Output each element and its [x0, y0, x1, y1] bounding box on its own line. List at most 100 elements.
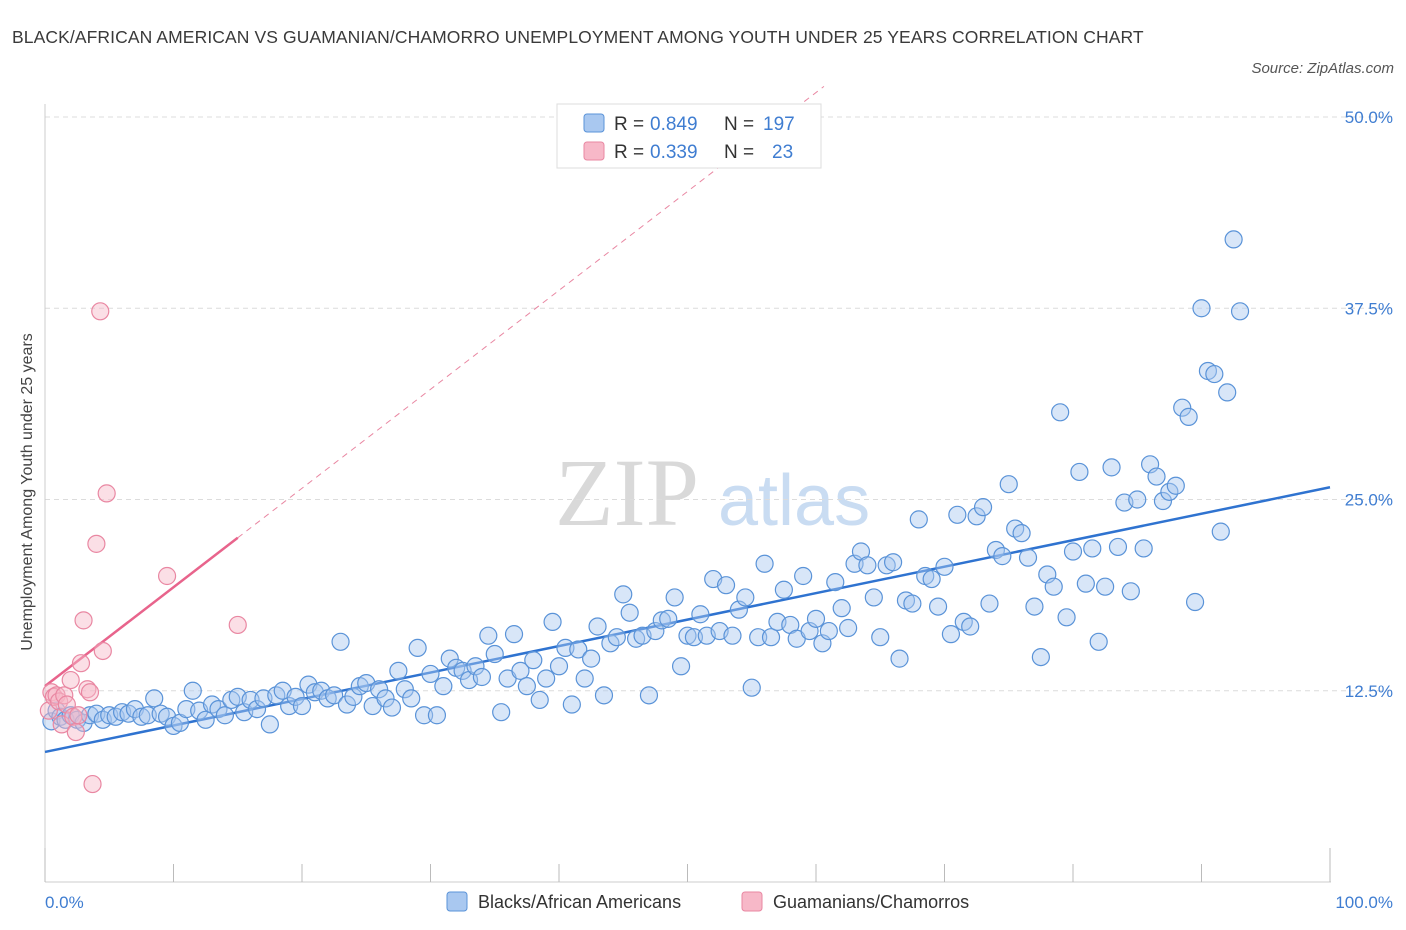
point-blacks	[479, 626, 498, 645]
point-blacks	[1134, 539, 1153, 558]
point-blacks	[639, 686, 659, 705]
legend-n-value-2: 23	[772, 142, 793, 163]
point-guamanians	[228, 615, 247, 635]
point-blacks	[935, 557, 954, 576]
point-blacks	[286, 687, 305, 706]
point-blacks	[1173, 398, 1192, 417]
point-blacks	[517, 677, 536, 696]
point-blacks	[1018, 548, 1038, 567]
point-blacks	[395, 680, 414, 699]
point-blacks	[575, 669, 594, 688]
point-blacks	[922, 569, 941, 589]
legend-swatch-blue	[583, 113, 605, 133]
point-blacks	[145, 689, 164, 708]
point-blacks	[614, 585, 633, 604]
point-guamanians	[69, 706, 88, 725]
point-blacks	[665, 588, 684, 607]
point-blacks	[1230, 302, 1250, 321]
point-blacks	[1192, 299, 1211, 318]
point-blacks	[909, 510, 928, 529]
data-points	[39, 230, 1250, 794]
point-blacks	[42, 712, 61, 731]
point-blacks	[414, 706, 434, 725]
point-guamanians	[83, 774, 102, 794]
point-blacks	[1076, 574, 1095, 593]
point-guamanians	[71, 654, 91, 673]
legend-r-value-1: 0.849	[650, 114, 698, 135]
point-guamanians	[157, 566, 177, 586]
point-blacks	[537, 669, 556, 688]
point-guamanians	[39, 701, 58, 720]
legend-swatch-pink	[583, 141, 605, 161]
point-blacks	[973, 498, 993, 517]
point-blacks	[183, 681, 202, 700]
point-blacks	[941, 625, 961, 644]
point-blacks	[1025, 597, 1044, 616]
y-tick-label: 37.5%	[1345, 299, 1393, 318]
point-blacks	[408, 638, 427, 658]
point-blacks	[1012, 524, 1031, 543]
point-blacks	[196, 710, 215, 729]
point-blacks	[620, 603, 639, 622]
point-blacks	[331, 632, 350, 651]
point-blacks	[742, 678, 761, 697]
x-tick-label: 0.0%	[45, 893, 84, 912]
point-blacks	[999, 475, 1018, 494]
point-guamanians	[91, 302, 110, 321]
point-blacks	[736, 588, 755, 607]
point-blacks	[421, 664, 440, 684]
point-blacks	[967, 507, 986, 526]
point-blacks	[427, 706, 447, 725]
point-blacks	[485, 644, 504, 664]
point-blacks	[466, 657, 485, 676]
point-blacks	[376, 689, 395, 708]
point-blacks	[928, 597, 948, 616]
point-blacks	[749, 628, 768, 647]
chart-title: BLACK/AFRICAN AMERICAN VS GUAMANIAN/CHAM…	[12, 27, 1144, 47]
point-blacks	[370, 680, 389, 699]
point-blacks	[440, 649, 459, 668]
point-blacks	[839, 618, 858, 638]
point-blacks	[1153, 491, 1173, 511]
point-blacks	[883, 553, 903, 572]
bottom-legend: Blacks/African Americans Guamanians/Cham…	[446, 891, 969, 912]
point-blacks	[716, 576, 736, 595]
point-blacks	[1121, 582, 1140, 601]
point-blacks	[794, 566, 813, 586]
legend: R = 0.849 N = 197 R = 0.339 N = 23	[556, 103, 822, 169]
point-blacks	[1218, 383, 1237, 402]
point-blacks	[504, 625, 524, 644]
point-blacks	[344, 687, 363, 706]
point-blacks	[562, 695, 581, 714]
point-blacks	[678, 626, 697, 645]
point-blacks	[961, 617, 980, 636]
trend-line-guamanians	[44, 536, 239, 688]
point-blacks	[215, 706, 234, 725]
tick-labels: 12.5% 25.0% 37.5% 50.0% 0.0% 100.0%	[45, 108, 1393, 912]
point-blacks	[260, 715, 279, 734]
point-blacks	[826, 573, 845, 592]
point-blacks	[723, 626, 742, 645]
point-blacks	[806, 609, 826, 628]
y-tick-label: 12.5%	[1345, 682, 1393, 701]
point-blacks	[832, 599, 851, 618]
point-blacks	[247, 700, 267, 719]
y-tick-label: 50.0%	[1345, 108, 1393, 127]
point-blacks	[402, 689, 421, 708]
point-blacks	[389, 661, 408, 680]
point-blacks	[1224, 230, 1243, 249]
point-blacks	[543, 612, 562, 632]
point-blacks	[948, 505, 967, 524]
point-guamanians	[87, 534, 106, 553]
point-blacks	[1166, 476, 1185, 495]
y-axis-title: Unemployment Among Youth under 25 years	[19, 333, 36, 651]
point-blacks	[1205, 364, 1224, 384]
point-blacks	[858, 556, 877, 575]
point-blacks	[492, 703, 511, 722]
x-tick-label: 100.0%	[1335, 893, 1393, 912]
watermark-atlas: atlas	[718, 461, 870, 541]
point-blacks	[280, 696, 299, 716]
bottom-legend-swatch-blue	[446, 891, 468, 912]
point-blacks	[524, 651, 543, 670]
